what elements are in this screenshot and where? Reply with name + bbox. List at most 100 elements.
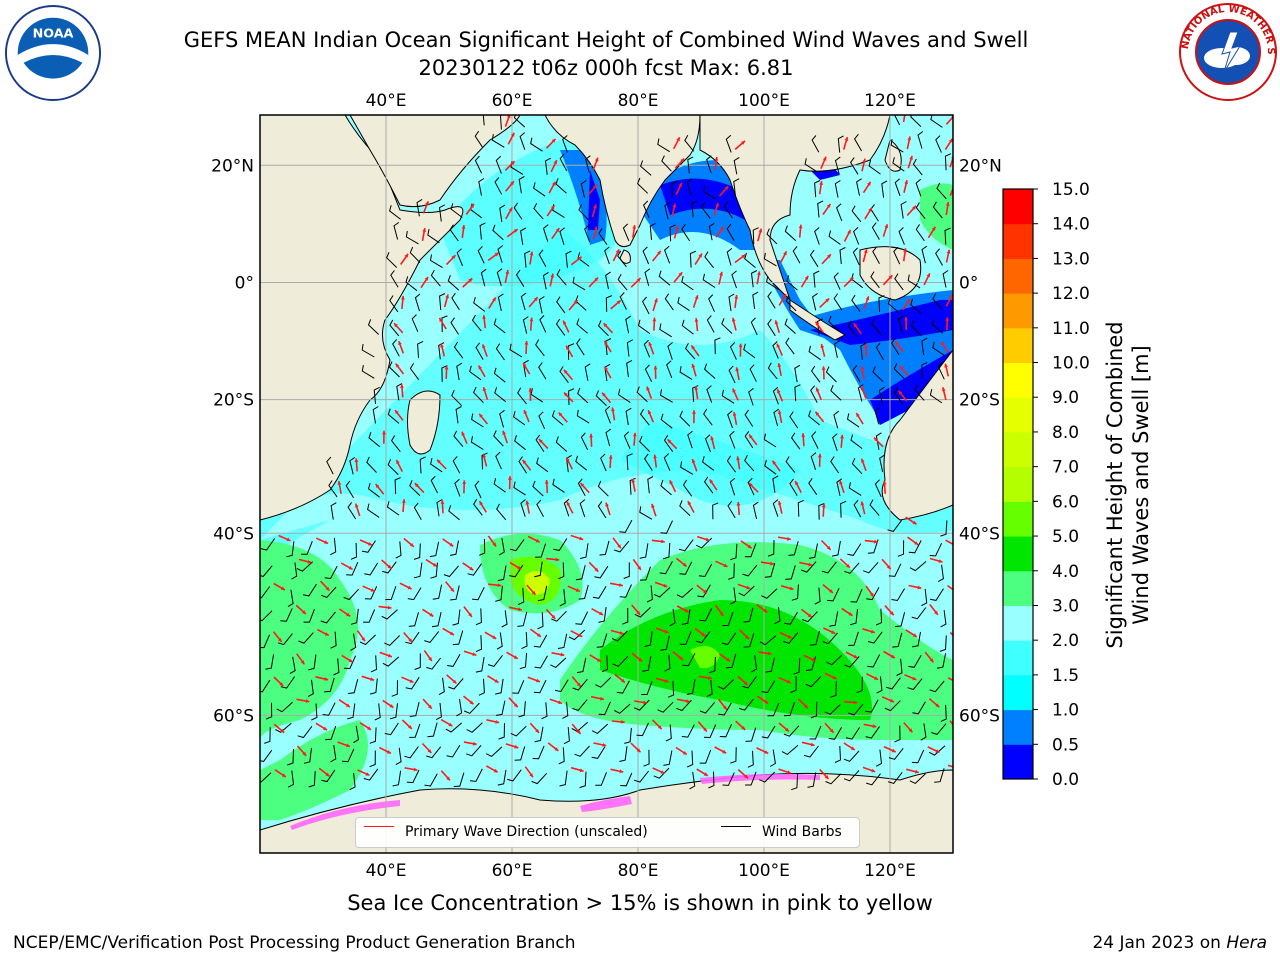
wind-barb: [348, 679, 359, 694]
wave-arrow: [551, 652, 565, 657]
wind-barb: [287, 589, 294, 608]
wave-arrow: [865, 585, 875, 598]
wind-barb: [373, 386, 380, 404]
wave-arrow: [565, 345, 574, 358]
wind-barb: [895, 612, 906, 628]
wave-arrow: [799, 561, 813, 567]
wave-arrow: [694, 627, 706, 637]
wind-barb: [894, 178, 901, 196]
wind-barb: [663, 435, 674, 452]
wave-arrow: [612, 248, 620, 262]
wind-barb: [456, 248, 463, 266]
wave-arrow: [675, 182, 683, 195]
wind-barb: [478, 178, 485, 196]
colorbar-label-line1: Significant Height of Combined: [1103, 321, 1127, 649]
wave-arrow: [823, 627, 836, 635]
wind-barb: [646, 585, 653, 603]
wave-arrow: [272, 631, 283, 643]
wind-barb: [480, 268, 487, 287]
lon-label-top: 100°E: [738, 91, 790, 111]
wind-barb: [619, 584, 632, 598]
wind-barb: [320, 611, 336, 624]
wave-arrow: [445, 254, 457, 266]
wave-arrow: [544, 479, 549, 494]
wind-barb: [389, 703, 398, 720]
wind-barb: [695, 631, 711, 644]
wind-barb: [886, 677, 901, 690]
wave-arrow: [440, 343, 446, 357]
wave-arrow: [778, 676, 792, 684]
wave-arrow: [692, 295, 699, 308]
wind-barb: [572, 276, 586, 291]
wave-arrow: [378, 605, 392, 610]
wave-arrow: [315, 537, 329, 545]
wave-arrow: [855, 412, 864, 425]
wind-barb: [409, 363, 420, 380]
wind-barb: [542, 224, 549, 242]
wave-arrow: [817, 453, 822, 467]
wind-barb: [703, 476, 714, 494]
wind-barb: [813, 270, 820, 288]
wind-barb: [532, 480, 544, 497]
wave-arrow: [529, 251, 534, 265]
wind-barb: [641, 296, 650, 315]
wind-barb: [260, 610, 273, 622]
wave-arrow: [401, 676, 414, 684]
wave-arrow: [610, 629, 624, 635]
wave-arrow: [422, 698, 433, 710]
wind-barb: [475, 635, 483, 653]
wind-barb: [664, 654, 671, 672]
wind-barb: [333, 658, 340, 676]
wind-barb: [894, 273, 904, 291]
wind-barb: [642, 656, 652, 672]
wind-barb: [660, 520, 673, 534]
wind-barb: [634, 607, 651, 618]
wave-arrow: [609, 582, 624, 587]
wind-barb: [475, 342, 484, 360]
wind-barb: [496, 503, 507, 521]
wave-arrow: [862, 766, 876, 773]
wind-barb: [830, 384, 842, 401]
wave-arrow: [273, 676, 284, 687]
wave-arrow: [758, 651, 772, 656]
wave-arrow: [839, 480, 845, 494]
wind-barb: [921, 362, 928, 379]
wave-arrow: [423, 649, 433, 662]
wind-barb: [745, 771, 757, 786]
wave-arrow: [488, 583, 502, 588]
wave-arrow: [739, 629, 750, 640]
wind-barb: [910, 319, 922, 337]
wind-barb: [744, 252, 756, 268]
wind-barb: [595, 390, 607, 406]
wave-arrow: [821, 253, 832, 265]
wind-barb: [850, 588, 863, 603]
wind-barb: [934, 768, 945, 783]
wind-barb: [785, 295, 797, 312]
wave-arrow: [676, 698, 690, 703]
wind-barb: [722, 772, 735, 786]
wind-barb: [559, 770, 568, 787]
footer-credit: NCEP/EMC/Verification Post Processing Pr…: [13, 933, 576, 953]
wave-arrow: [814, 321, 824, 333]
wave-arrow: [462, 695, 475, 705]
wind-barb: [721, 389, 735, 404]
wave-arrow: [738, 343, 743, 357]
wind-barb: [663, 750, 673, 766]
wave-arrow: [362, 585, 375, 593]
lon-label-bottom: 60°E: [492, 861, 533, 881]
wind-barb: [389, 319, 400, 337]
wind-barb: [363, 609, 376, 623]
wave-arrow: [777, 500, 783, 514]
wind-barb: [626, 339, 633, 357]
wind-barb: [387, 408, 400, 424]
wind-barb: [509, 539, 525, 552]
wind-barb-legend-swatch: [721, 826, 751, 827]
wind-barb: [438, 677, 445, 696]
wind-barb: [553, 538, 568, 551]
wind-barb: [277, 633, 293, 646]
wind-barb: [702, 456, 715, 471]
wind-barb: [469, 768, 483, 782]
wind-barb: [931, 318, 944, 334]
wind-barb: [426, 746, 442, 759]
wind-barb: [429, 254, 443, 269]
